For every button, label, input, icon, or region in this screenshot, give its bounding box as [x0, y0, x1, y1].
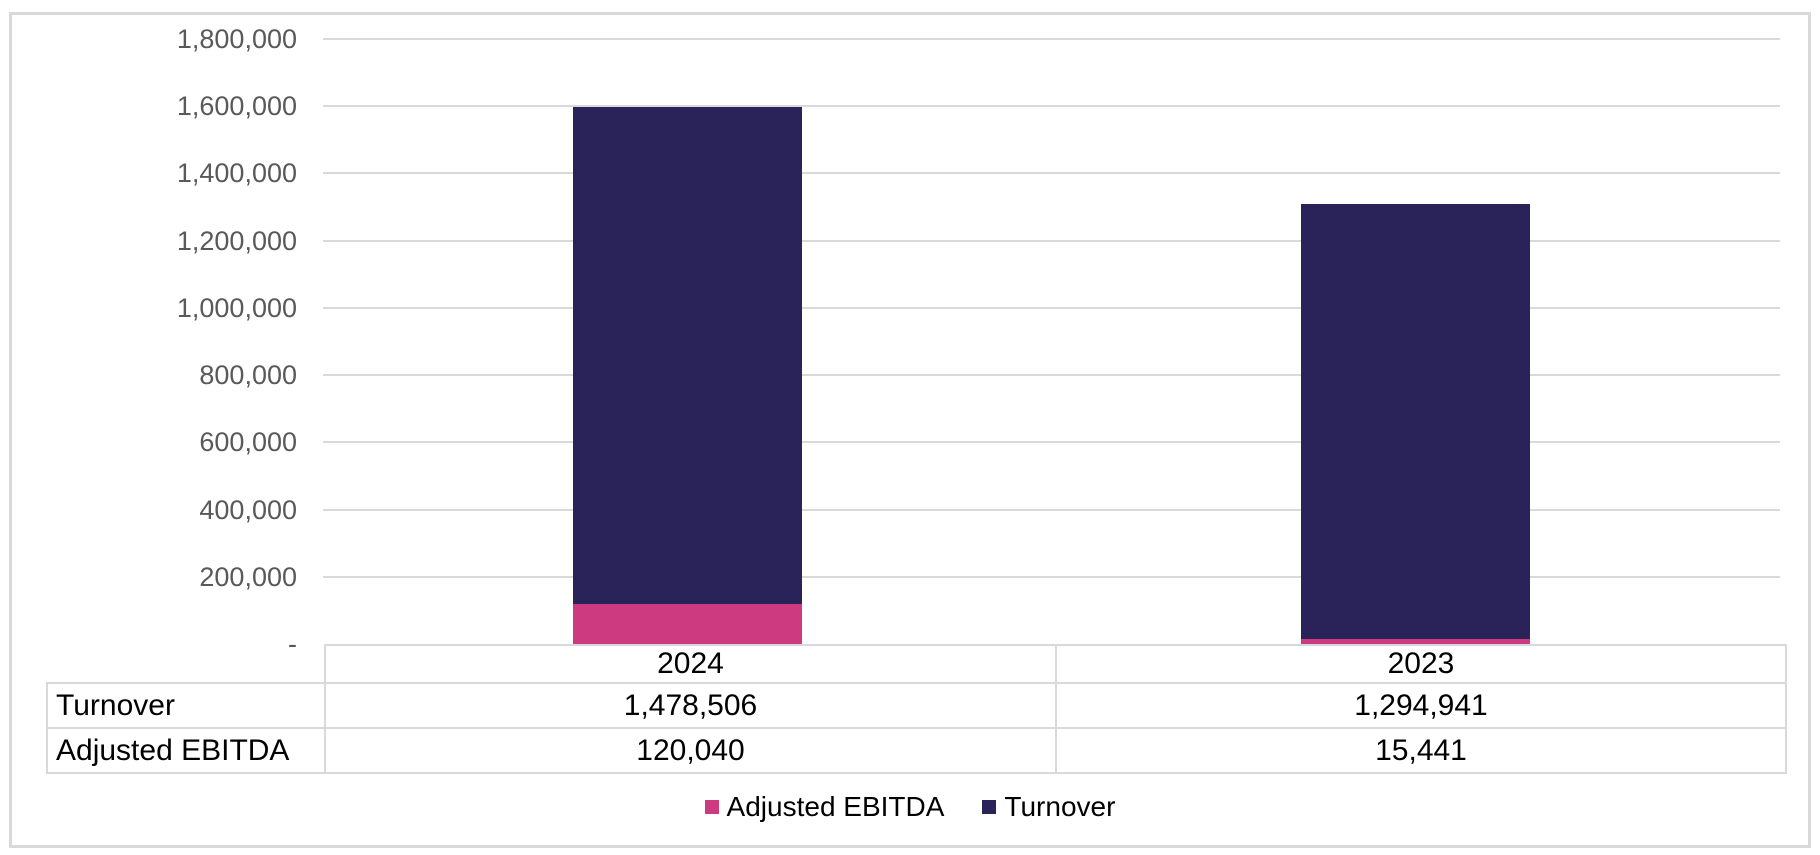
- legend-label: Adjusted EBITDA: [726, 791, 945, 822]
- gridline: [323, 105, 1780, 108]
- y-axis-tick-label: 600,000: [199, 427, 297, 458]
- gridline: [323, 306, 1780, 309]
- y-axis-tick-label: 1,000,000: [176, 292, 297, 323]
- table-corner-cell: [47, 645, 325, 683]
- y-axis-tick-label: -: [288, 629, 297, 659]
- value-cell: 15,441: [1055, 727, 1787, 774]
- gridline: [323, 239, 1780, 242]
- table-row: Turnover 1,478,506 1,294,941: [46, 682, 1787, 729]
- row-header-cell: Turnover: [46, 682, 326, 729]
- y-axis-tick-label: 1,600,000: [176, 91, 297, 122]
- legend-label: Turnover: [1004, 791, 1116, 822]
- y-axis-tick-label: 1,400,000: [176, 158, 297, 189]
- gridline: [323, 441, 1780, 444]
- legend: Adjusted EBITDA Turnover: [0, 789, 1820, 825]
- bar-segment-adjusted-ebitda-2023: [1301, 638, 1531, 644]
- y-axis-tick-label: 400,000: [199, 494, 297, 525]
- value-cell: 120,040: [324, 727, 1057, 774]
- data-table: 2024 2023 Turnover 1,478,506 1,294,941 Adjust…: [46, 644, 1787, 774]
- bar-segment-turnover-2024: [572, 106, 802, 604]
- y-axis-tick-label: 1,200,000: [176, 225, 297, 256]
- gridline: [323, 508, 1780, 511]
- bar-segment-adjusted-ebitda-2024: [572, 603, 802, 644]
- legend-item-adjusted-ebitda: Adjusted EBITDA: [704, 791, 945, 823]
- value-cell: 1,478,506: [324, 682, 1057, 729]
- gridline: [323, 575, 1780, 578]
- bar-segment-turnover-2023: [1301, 203, 1531, 639]
- row-header-cell: Adjusted EBITDA: [46, 727, 326, 774]
- gridline: [323, 38, 1780, 40]
- y-axis-tick-label: 200,000: [199, 561, 297, 592]
- legend-swatch-icon: [982, 800, 997, 814]
- legend-swatch-icon: [704, 800, 719, 814]
- value-cell: 1,294,941: [1055, 682, 1787, 729]
- gridline: [323, 374, 1780, 377]
- table-header-row: 2024 2023: [47, 644, 1787, 684]
- table-row: Adjusted EBITDA 120,040 15,441: [46, 727, 1787, 774]
- legend-item-turnover: Turnover: [982, 791, 1115, 823]
- gridline: [323, 172, 1780, 175]
- y-axis-tick-label: 1,800,000: [176, 24, 297, 54]
- category-header-cell: 2023: [1055, 644, 1787, 684]
- y-axis-tick-label: 800,000: [199, 360, 297, 391]
- category-header-cell: 2024: [324, 644, 1057, 684]
